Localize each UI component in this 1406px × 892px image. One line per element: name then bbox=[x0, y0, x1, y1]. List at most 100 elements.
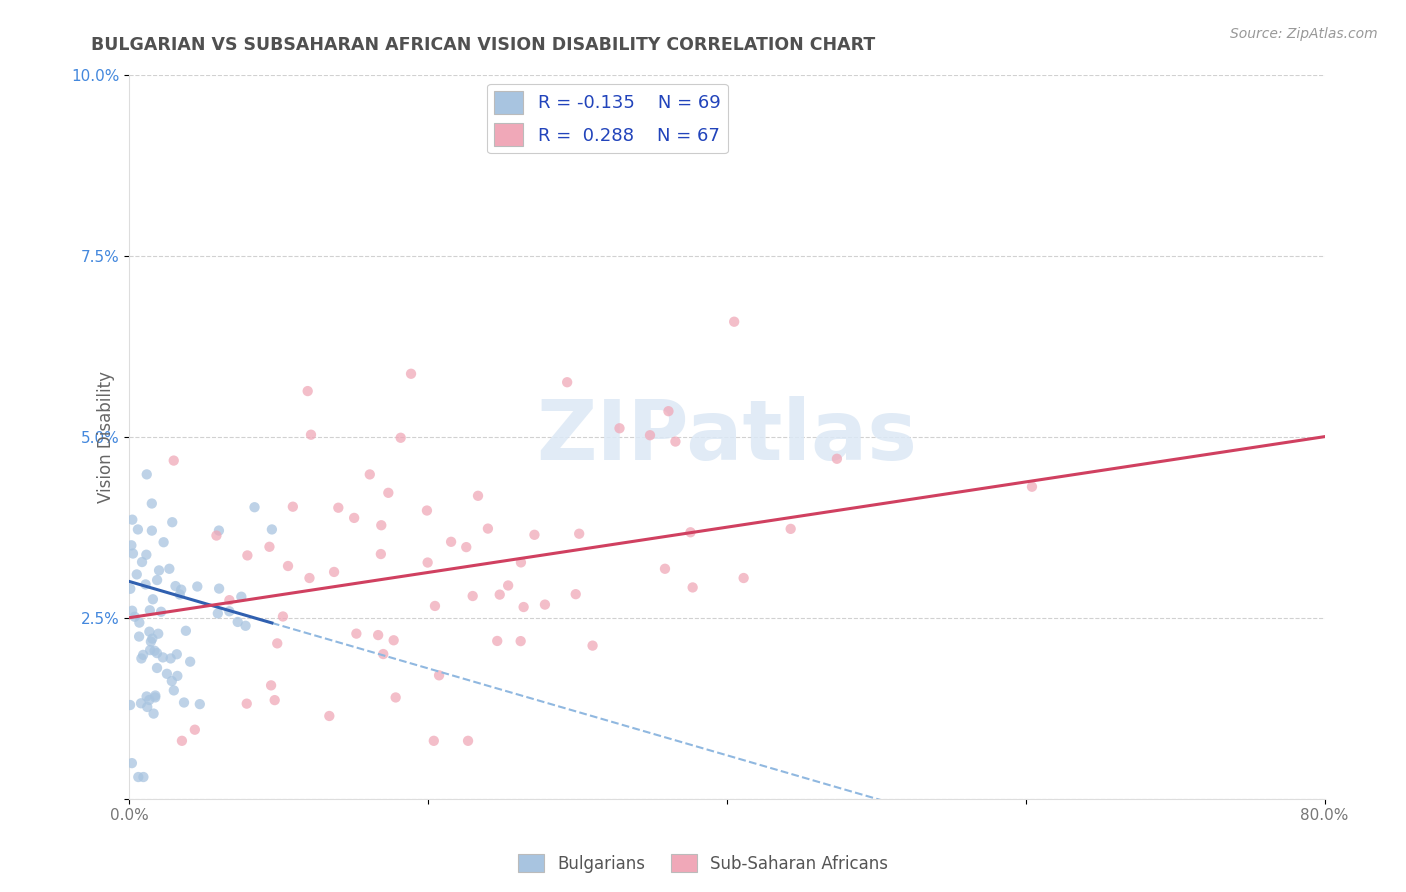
Point bbox=[135, 577, 157, 591]
Point bbox=[456, 540, 478, 554]
Point bbox=[132, 648, 155, 662]
Point bbox=[170, 582, 193, 597]
Point bbox=[416, 503, 439, 517]
Point bbox=[416, 556, 439, 570]
Point bbox=[170, 734, 193, 748]
Point bbox=[121, 756, 143, 771]
Point bbox=[173, 696, 195, 710]
Point bbox=[568, 526, 591, 541]
Point bbox=[121, 604, 143, 618]
Point bbox=[299, 427, 322, 442]
Point bbox=[260, 678, 283, 692]
Point bbox=[477, 522, 499, 536]
Point bbox=[139, 643, 162, 657]
Point bbox=[664, 434, 686, 449]
Point bbox=[125, 567, 148, 582]
Point bbox=[163, 683, 186, 698]
Point bbox=[534, 598, 557, 612]
Point bbox=[143, 690, 166, 705]
Point bbox=[163, 453, 186, 467]
Point bbox=[121, 513, 143, 527]
Point bbox=[609, 421, 631, 435]
Point bbox=[208, 582, 231, 596]
Point bbox=[281, 500, 304, 514]
Point bbox=[323, 565, 346, 579]
Point bbox=[141, 496, 163, 510]
Point bbox=[235, 619, 257, 633]
Point bbox=[132, 770, 155, 784]
Point bbox=[162, 515, 184, 529]
Point bbox=[138, 624, 160, 639]
Point bbox=[135, 548, 157, 562]
Point bbox=[263, 693, 285, 707]
Point bbox=[166, 647, 188, 661]
Point bbox=[146, 573, 169, 587]
Point bbox=[370, 518, 392, 533]
Point bbox=[218, 604, 240, 618]
Point bbox=[389, 431, 412, 445]
Point bbox=[328, 500, 350, 515]
Point bbox=[231, 590, 253, 604]
Point bbox=[146, 646, 169, 660]
Point bbox=[138, 693, 160, 707]
Point bbox=[141, 524, 163, 538]
Point bbox=[277, 559, 299, 574]
Point bbox=[143, 689, 166, 703]
Point bbox=[157, 562, 180, 576]
Point bbox=[440, 534, 463, 549]
Point bbox=[271, 609, 294, 624]
Point bbox=[150, 605, 173, 619]
Point bbox=[128, 615, 150, 630]
Point bbox=[488, 588, 510, 602]
Point bbox=[148, 563, 170, 577]
Point bbox=[243, 500, 266, 515]
Point bbox=[523, 528, 546, 542]
Point bbox=[139, 603, 162, 617]
Point bbox=[152, 650, 174, 665]
Point bbox=[131, 651, 153, 665]
Point bbox=[510, 555, 533, 569]
Point bbox=[461, 589, 484, 603]
Legend: Bulgarians, Sub-Saharan Africans: Bulgarians, Sub-Saharan Africans bbox=[510, 847, 896, 880]
Text: BULGARIAN VS SUBSAHARAN AFRICAN VISION DISABILITY CORRELATION CHART: BULGARIAN VS SUBSAHARAN AFRICAN VISION D… bbox=[91, 36, 876, 54]
Point bbox=[120, 538, 142, 552]
Point bbox=[135, 690, 157, 704]
Point bbox=[733, 571, 755, 585]
Point bbox=[399, 367, 422, 381]
Point bbox=[143, 644, 166, 658]
Point bbox=[120, 582, 142, 596]
Point bbox=[384, 690, 406, 705]
Point bbox=[120, 698, 142, 712]
Legend: R = -0.135    N = 69, R =  0.288    N = 67: R = -0.135 N = 69, R = 0.288 N = 67 bbox=[488, 84, 728, 153]
Point bbox=[259, 540, 281, 554]
Point bbox=[124, 609, 146, 624]
Point bbox=[367, 628, 389, 642]
Point bbox=[654, 562, 676, 576]
Point bbox=[236, 549, 259, 563]
Point bbox=[359, 467, 381, 482]
Point bbox=[373, 647, 395, 661]
Point bbox=[679, 525, 702, 540]
Point bbox=[207, 607, 229, 621]
Point bbox=[682, 581, 704, 595]
Point bbox=[370, 547, 392, 561]
Point bbox=[581, 639, 603, 653]
Point bbox=[423, 599, 446, 613]
Point bbox=[638, 428, 661, 442]
Point bbox=[1021, 480, 1043, 494]
Point bbox=[166, 669, 188, 683]
Point bbox=[131, 555, 153, 569]
Point bbox=[136, 700, 159, 714]
Point bbox=[260, 523, 283, 537]
Point bbox=[297, 384, 319, 398]
Point bbox=[152, 535, 174, 549]
Point bbox=[127, 523, 149, 537]
Point bbox=[128, 630, 150, 644]
Point bbox=[486, 634, 509, 648]
Point bbox=[512, 600, 534, 615]
Point bbox=[159, 651, 181, 665]
Point bbox=[184, 723, 207, 737]
Point bbox=[129, 696, 152, 710]
Point bbox=[266, 636, 288, 650]
Point bbox=[657, 404, 679, 418]
